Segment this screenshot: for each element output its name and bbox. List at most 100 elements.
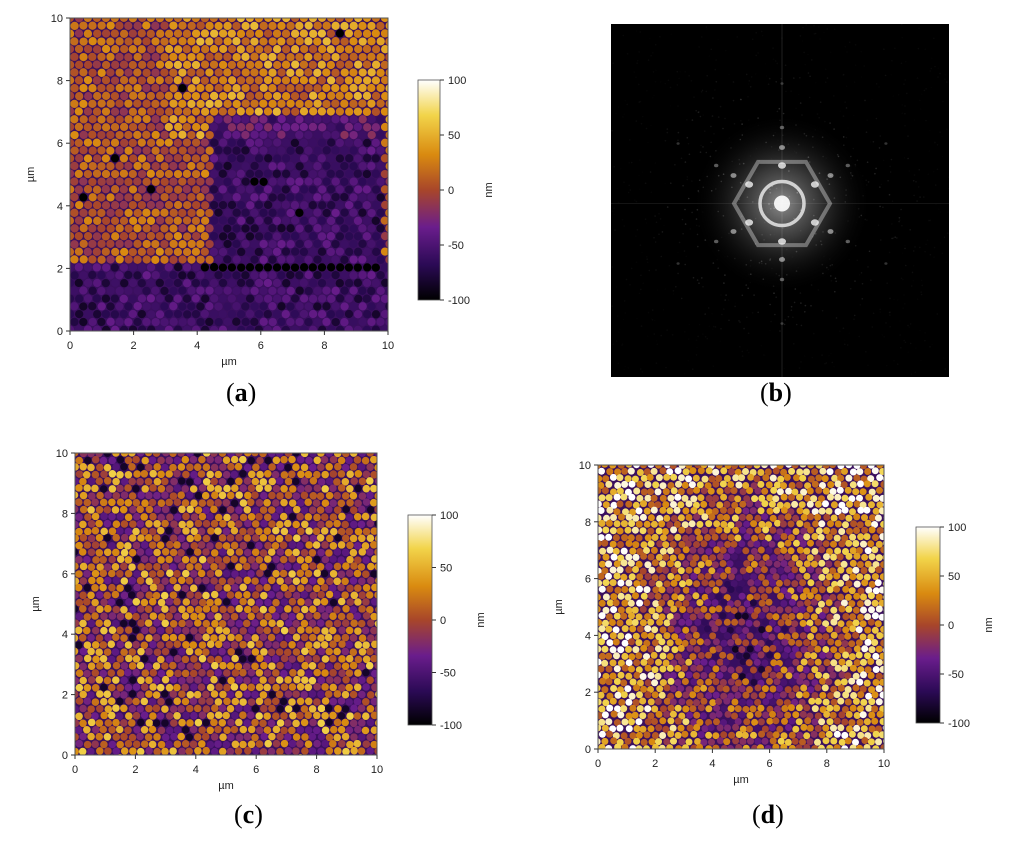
particle xyxy=(291,107,300,116)
particle xyxy=(173,726,182,734)
particle xyxy=(223,317,232,326)
particle xyxy=(223,208,232,218)
particle xyxy=(374,453,377,457)
particle xyxy=(362,570,370,578)
fft-speckle xyxy=(746,316,748,319)
fft-speckle xyxy=(845,107,848,109)
particle xyxy=(758,533,766,541)
particle xyxy=(169,675,178,684)
particle xyxy=(243,548,252,557)
particle xyxy=(708,580,716,588)
particle xyxy=(713,546,721,554)
particle xyxy=(92,232,102,241)
particle xyxy=(129,154,138,163)
particle xyxy=(734,495,742,503)
particle xyxy=(754,526,762,534)
fft-speckle xyxy=(640,110,642,112)
fft-speckle xyxy=(702,285,704,288)
particle xyxy=(181,612,190,620)
particle xyxy=(309,477,318,485)
particle xyxy=(189,725,198,734)
particle xyxy=(250,302,259,311)
particle xyxy=(354,484,362,493)
particle xyxy=(390,294,398,302)
particle xyxy=(79,302,88,311)
fft-speckle xyxy=(748,80,751,82)
fft-speckle xyxy=(665,367,667,369)
particle xyxy=(308,263,317,272)
particle xyxy=(251,506,260,515)
fft-speckle xyxy=(699,151,702,153)
particle xyxy=(791,580,799,588)
particle xyxy=(264,698,272,706)
fft-speckle xyxy=(677,131,680,134)
fft-speckle xyxy=(889,314,891,316)
particle xyxy=(193,477,202,485)
fft-speckle xyxy=(682,184,684,187)
particle xyxy=(193,453,202,457)
particle xyxy=(371,200,381,210)
particle xyxy=(856,521,864,529)
particle xyxy=(112,661,121,670)
particle xyxy=(750,482,758,490)
fft-speckle xyxy=(647,142,649,144)
fft-speckle xyxy=(863,65,865,67)
particle xyxy=(223,255,232,264)
particle xyxy=(341,492,350,500)
fft-speckle xyxy=(921,280,923,282)
particle xyxy=(267,590,276,599)
particle xyxy=(326,232,336,241)
particle xyxy=(232,755,240,763)
particle xyxy=(628,573,636,581)
particle xyxy=(169,334,177,342)
particle xyxy=(296,641,305,649)
fft-speckle xyxy=(774,313,776,316)
particle xyxy=(106,193,115,202)
particle xyxy=(75,641,83,649)
particle xyxy=(331,192,340,202)
particle xyxy=(871,480,879,488)
particle xyxy=(119,107,128,116)
particle xyxy=(304,697,313,706)
particle xyxy=(191,76,201,85)
fft-spot xyxy=(730,173,737,178)
fft-speckle xyxy=(635,120,638,122)
particle xyxy=(95,648,103,656)
particle xyxy=(149,484,157,492)
particle xyxy=(776,501,784,509)
particle xyxy=(187,255,196,264)
particle xyxy=(367,255,376,264)
y-tick-label: 2 xyxy=(62,690,68,702)
particle xyxy=(370,471,377,479)
fft-speckle xyxy=(871,326,874,328)
particle xyxy=(598,526,603,534)
particle xyxy=(91,698,100,706)
particle xyxy=(263,527,272,535)
particle xyxy=(110,107,120,116)
particle xyxy=(186,591,194,599)
particle xyxy=(289,711,297,720)
particle xyxy=(723,500,731,508)
particle xyxy=(679,580,686,588)
particle xyxy=(321,697,330,705)
particle xyxy=(325,463,333,471)
particle xyxy=(128,548,137,557)
particle xyxy=(304,146,313,155)
particle xyxy=(746,527,754,535)
particle xyxy=(239,597,247,606)
particle xyxy=(390,29,398,37)
particle xyxy=(305,669,313,678)
particle xyxy=(304,498,312,506)
particle xyxy=(362,232,372,241)
particle xyxy=(165,485,174,493)
particle xyxy=(112,676,120,684)
particle xyxy=(161,675,170,684)
fft-speckle xyxy=(670,87,672,89)
particle xyxy=(341,619,350,627)
particle xyxy=(697,573,705,581)
particle xyxy=(207,755,215,763)
particle xyxy=(613,520,621,528)
particle xyxy=(380,247,388,256)
particle xyxy=(104,604,112,613)
particle xyxy=(268,271,277,280)
